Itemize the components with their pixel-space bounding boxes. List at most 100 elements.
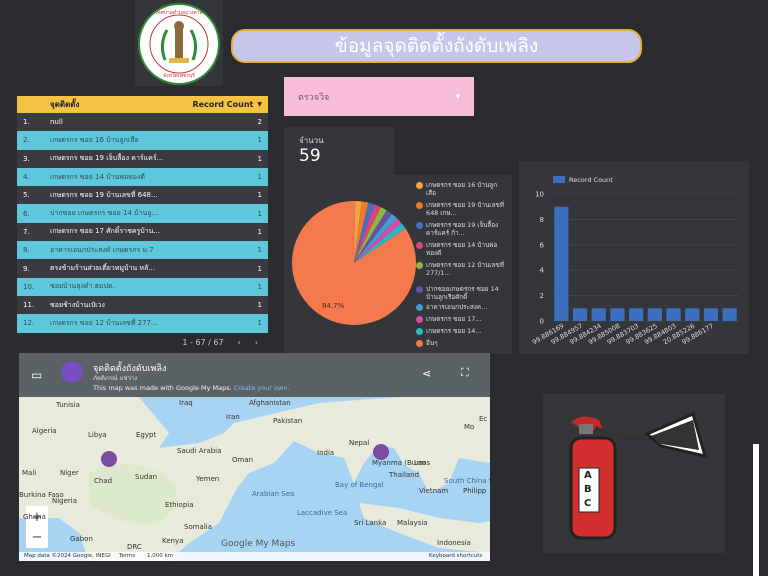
bar[interactable] [666,308,681,321]
scorecard: จำนวน 59 [284,127,394,175]
data-table: จุดติดตั้ง Record Count ▼ 1. null 2 2. เกษตร… [17,96,268,354]
embedded-map[interactable]: + − Tunisia Iraq Afghanistan Iran Algeria Lib… [19,353,490,561]
map-marker-myanmar[interactable] [373,444,389,460]
table-row[interactable]: 11. ซอยช้างบ้านเป๋เวง 1 [17,295,268,315]
scorecard-value: 59 [299,146,321,166]
pie-legend-item[interactable]: เกษตรกร ซอย 14... [416,327,506,335]
table-row[interactable]: 2. เกษตรกร ซอย 16 บ้านลูกเสือ 1 [17,131,268,150]
map-label: Yemen [196,475,220,483]
bar[interactable] [722,308,737,321]
row-location: เกษตรกร ซอย 19 บ้านเลขที่ 648... [50,190,158,199]
bar[interactable] [572,308,588,321]
pie-slice[interactable] [354,202,375,263]
bar[interactable] [591,308,606,321]
legend-label: เกษตรกร ซอย 14... [426,327,482,335]
legend-label: ปากซอยเกษตรกร ซอย 14 บ้านลูกเรือศักดิ์ [426,285,499,301]
edge-decoration [753,444,759,576]
pie-legend-item[interactable]: เกษตรกร ซอย 14 บ้านพ่อทองดี [416,241,506,257]
fullscreen-icon[interactable]: ⛶ [461,366,469,379]
table-row[interactable]: 9. ตรงข้ามร้านส่วยเตี๋ยวหมูบ้าน หลั... 1 [17,259,268,278]
pie-slice[interactable] [354,214,398,263]
row-count: 1 [257,264,262,273]
column-header-location[interactable]: จุดติดตั้ง [50,100,80,109]
pie-legend-item[interactable]: เกษตรกร ซอย 19 บ้านเลขที่ 648 เกษ... [416,201,506,217]
bar[interactable] [629,308,644,321]
map-label: Gabon [70,535,93,543]
row-count: 2 [257,118,262,127]
table-row[interactable]: 3. เกษตรกร ซอย 19 เจ็บลื้อง คาร์แคร์... 1 [17,149,268,168]
row-location: เกษตรกร ซอย 14 บ้านพ่อทองดี [50,172,145,181]
table-row[interactable]: 8. อาคารเอนกประสงค์ เกษตรกร ม.7 1 [17,241,268,260]
pie-legend-item[interactable]: เกษตรกร ซอย 16 บ้านลูกเสือ [416,181,506,197]
chevron-left-icon[interactable]: ‹ [237,338,241,348]
table-row[interactable]: 7. เกษตรกร ซอย 17 ศักดิ์ราชครูบ้าน... 1 [17,222,268,242]
legend-swatch [416,262,423,269]
map-marker-chad[interactable] [101,451,117,467]
pie-legend-item[interactable]: เกษตรกร ซอย 17... [416,315,506,323]
pie-slice[interactable] [354,223,406,263]
legend-swatch [416,222,423,229]
row-count: 1 [257,246,262,255]
table-row[interactable]: 4. เกษตรกร ซอย 14 บ้านพ่อทองดี 1 [17,167,268,187]
map-legend-toggle-icon[interactable]: ▭ [31,368,43,382]
logo-text-top: เทศบาลตำบลบางตาล [155,10,203,16]
table-row[interactable]: 12. เกษตรกร ซอย 12 บ้านเลขที่ 277... 1 [17,314,268,333]
pie-legend-item[interactable]: ปากซอยเกษตรกร ซอย 14 บ้านลูกเรือศักดิ์ [416,285,506,301]
map-zoom-controls[interactable] [26,506,48,548]
pie-slice[interactable] [354,207,387,263]
pie-slice[interactable] [354,218,402,263]
row-count: 1 [257,301,262,310]
legend-label: อาคารเอนกประสงค... [426,303,488,311]
map-label: Mo [464,423,475,431]
row-location: อาคารเอนกประสงค์ เกษตรกร ม.7 [50,245,154,254]
row-count: 1 [257,227,262,236]
bar[interactable] [647,308,662,321]
map-attribution: Map data ©2024 Google, INEGI [24,553,111,559]
pie-slice[interactable] [354,210,393,263]
fire-extinguisher-card: A B C [543,394,725,553]
row-count: 1 [257,209,262,218]
pie-slice[interactable] [354,204,381,263]
bar[interactable] [703,308,719,321]
filter-dropdown[interactable]: ตรวจวิจ ▾ [284,77,474,116]
keyboard-shortcuts-link[interactable]: Keyboard shortcuts [429,553,483,559]
bar[interactable] [610,308,625,321]
pie-legend-item[interactable]: เกษตรกร ซอย 12 บ้านเลขที่ 277/1... [416,261,506,277]
legend-label: เกษตรกร ซอย 19 เจ็บลื้อง คาร์แคร์ ก้า... [426,221,499,237]
map-label: Afghanistan [249,399,291,407]
create-your-own-link[interactable]: Create your own. [233,384,290,392]
map-label: Niger [60,469,79,477]
map-label: Oman [232,456,254,464]
pie-legend-item[interactable]: อาคารเอนกประสงค... [416,303,506,311]
bar[interactable] [554,206,569,321]
map-label: Tunisia [56,401,80,409]
map-label: Iran [226,413,240,421]
column-header-record-count[interactable]: Record Count [192,100,254,109]
table-row[interactable]: 5. เกษตรกร ซอย 19 บ้านเลขที่ 648... 1 [17,186,268,205]
share-icon[interactable]: ⋖ [422,367,432,380]
map-label: Chad [94,477,113,485]
table-row[interactable]: 6. ปากซอย เกษตรกร ซอย 14 บ้านลู... 1 [17,204,268,223]
zoom-in-icon[interactable]: + [32,510,43,525]
row-location: null [50,118,63,127]
chevron-right-icon[interactable]: › [254,338,258,348]
map-label: Malaysia [397,519,428,527]
legend-swatch [416,340,423,347]
map-terms-link[interactable]: Terms [119,553,136,559]
legend-swatch [416,286,423,293]
legend-label: เกษตรกร ซอย 19 บ้านเลขที่ 648 เกษ... [426,201,504,217]
map-label: Kenya [162,537,184,545]
map-footer: Map data ©2024 Google, INEGI Terms 1,000… [19,552,490,561]
table-row[interactable]: 10. ซอยบ้านลุงดำ ฮมปต. 1 [17,277,268,296]
sort-desc-icon[interactable]: ▼ [257,101,262,108]
extinguisher-letter-a: A [584,470,592,481]
pie-slice[interactable] [292,200,416,325]
map-label: Libya [88,431,107,439]
bar[interactable] [685,308,700,321]
zoom-out-icon[interactable]: − [32,530,43,545]
pie-slice[interactable] [354,201,369,263]
table-row[interactable]: 1. null 2 [17,113,268,132]
pie-slice[interactable] [354,201,362,263]
pie-legend-item[interactable]: เกษตรกร ซอย 19 เจ็บลื้อง คาร์แคร์ ก้า... [416,221,506,237]
pie-legend-item[interactable]: อื่นๆ [416,339,506,347]
